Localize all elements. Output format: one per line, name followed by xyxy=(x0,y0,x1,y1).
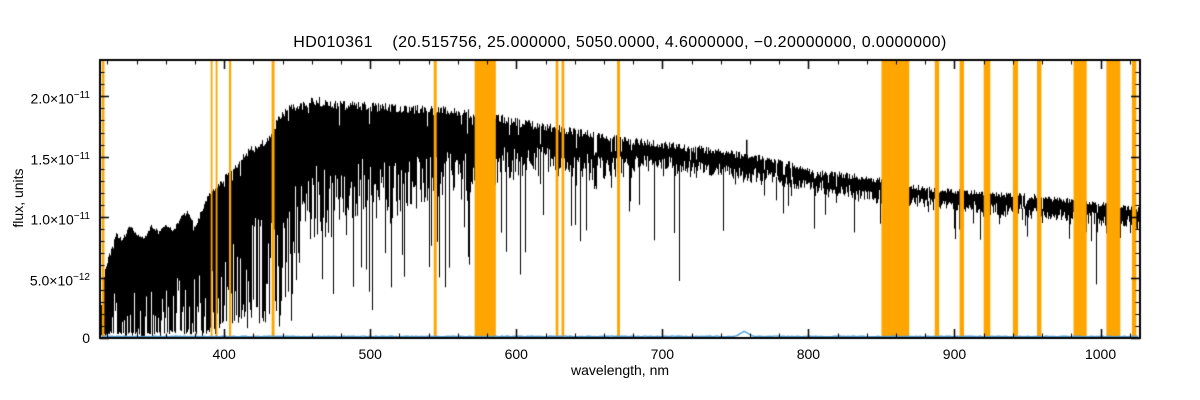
x-tick-label: 900 xyxy=(942,346,967,362)
y-tick-label: 2.0×10−11 xyxy=(30,90,90,107)
x-axis-label: wavelength, nm xyxy=(570,362,670,378)
x-tick-label: 600 xyxy=(504,346,528,362)
y-tick-label: 5.0×10−12 xyxy=(29,271,90,289)
x-tick-label: 400 xyxy=(212,346,236,362)
y-tick-label: 1.0×10−11 xyxy=(30,211,90,228)
chart-title: HD010361 (20.515756, 25.000000, 5050.000… xyxy=(293,34,947,51)
y-tick-label: 0 xyxy=(82,330,90,346)
x-tick-label: 700 xyxy=(650,346,675,362)
x-tick-label: 800 xyxy=(796,346,821,362)
y-tick-label: 1.5×10−11 xyxy=(30,150,90,168)
x-tick-label: 500 xyxy=(358,346,382,362)
x-tick-label: 1000 xyxy=(1084,346,1117,362)
